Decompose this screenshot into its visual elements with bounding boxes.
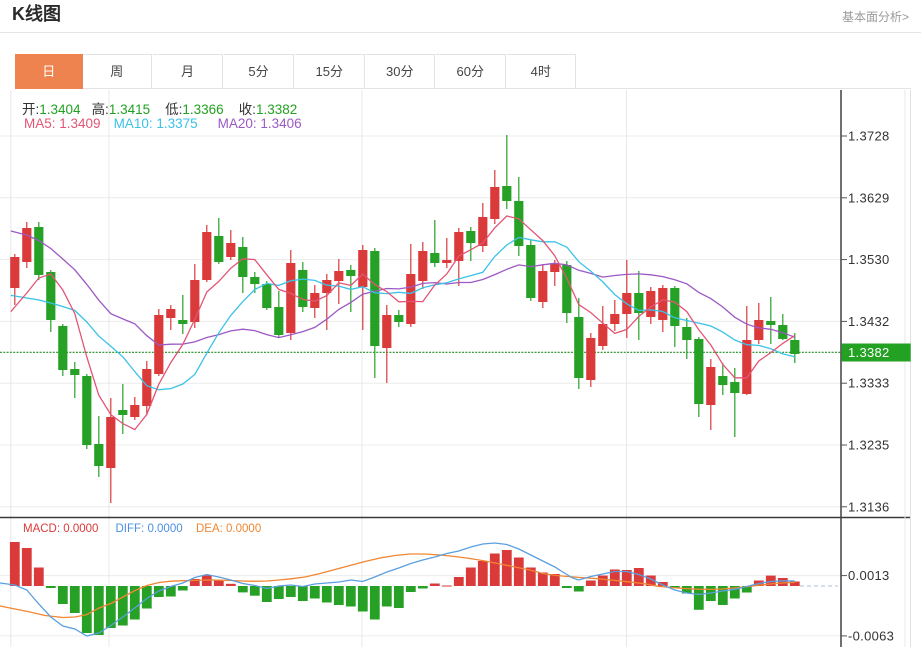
svg-text:-0.0063: -0.0063 — [848, 628, 894, 643]
svg-text:1.3136: 1.3136 — [848, 499, 890, 514]
svg-text:1.3530: 1.3530 — [848, 252, 890, 267]
svg-text:1.3235: 1.3235 — [848, 438, 890, 453]
svg-text:1.3728: 1.3728 — [848, 129, 890, 144]
svg-text:1.3333: 1.3333 — [848, 376, 890, 391]
svg-text:1.3629: 1.3629 — [848, 190, 890, 205]
svg-text:1.3432: 1.3432 — [848, 314, 890, 329]
svg-text:1.3382: 1.3382 — [848, 345, 890, 360]
svg-text:0.0013: 0.0013 — [848, 568, 890, 583]
